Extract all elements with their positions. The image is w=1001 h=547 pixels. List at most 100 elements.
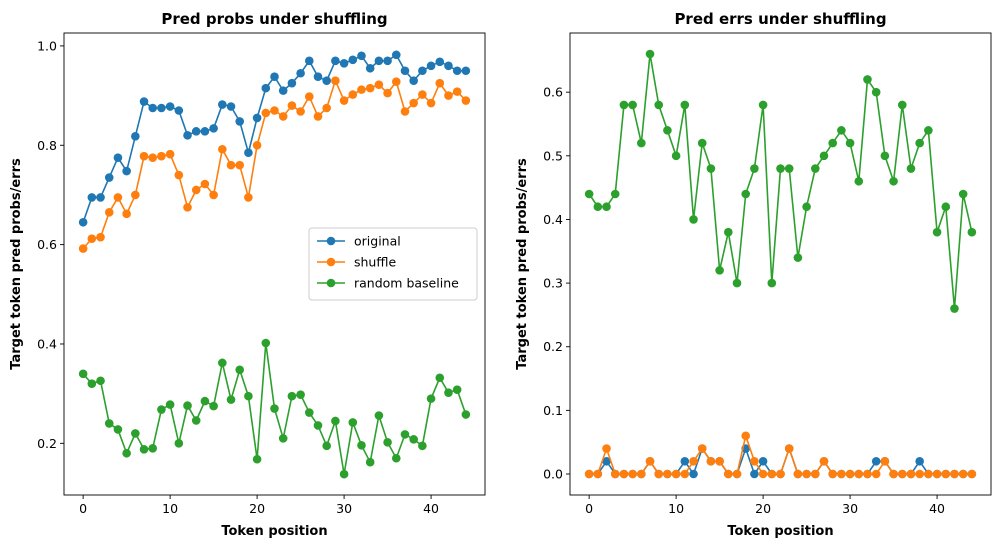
series-line-random-baseline (588, 53, 973, 309)
data-point-random-baseline (619, 100, 629, 110)
data-point-shuffle (758, 469, 768, 479)
data-point-shuffle (697, 444, 707, 453)
data-point-original (365, 63, 375, 73)
data-point-original (131, 132, 140, 141)
data-point-random-baseline (270, 404, 279, 413)
data-point-original (452, 66, 462, 76)
data-point-original (435, 57, 445, 67)
data-point-shuffle (252, 140, 262, 150)
data-point-shuffle (906, 469, 916, 479)
data-point-random-baseline (409, 435, 418, 444)
x-tick-label: 10 (668, 501, 684, 516)
data-point-shuffle (357, 85, 366, 94)
data-point-shuffle (828, 469, 837, 479)
y-tick-label: 0.6 (543, 85, 563, 100)
data-point-random-baseline (854, 176, 864, 186)
data-point-original (244, 148, 253, 158)
data-point-random-baseline (339, 469, 349, 479)
data-point-original (148, 103, 158, 113)
data-point-random-baseline (365, 457, 375, 467)
chart-pred-errs: Pred errs under shuffling 0 10 20 30 40 0.0 0.1… (515, 10, 992, 539)
data-point-shuffle (191, 185, 201, 195)
data-point-original (689, 469, 698, 479)
data-point-original (426, 61, 436, 71)
data-point-random-baseline (967, 227, 977, 237)
data-point-shuffle (784, 444, 794, 453)
data-point-random-baseline (287, 391, 297, 401)
data-point-original (915, 456, 924, 466)
data-point-original (209, 124, 218, 133)
data-point-random-baseline (400, 430, 410, 439)
data-point-shuffle (409, 98, 418, 108)
data-point-random-baseline (767, 278, 777, 288)
data-point-original (157, 103, 166, 113)
data-point-random-baseline (593, 202, 603, 212)
x-tick-label: 0 (79, 501, 87, 516)
data-point-random-baseline (880, 151, 890, 161)
data-point-random-baseline (322, 441, 331, 451)
data-point-shuffle (348, 90, 358, 99)
data-point-random-baseline (78, 369, 88, 379)
data-point-shuffle (244, 193, 253, 202)
data-point-shuffle (426, 98, 436, 108)
legend-marker-random-baseline (326, 278, 336, 288)
data-point-original (409, 76, 418, 85)
y-tick-label: 0.8 (37, 138, 57, 153)
data-point-random-baseline (915, 138, 924, 148)
data-point-random-baseline (793, 253, 803, 262)
data-point-shuffle (322, 103, 331, 113)
data-point-shuffle (122, 209, 131, 219)
data-point-original (218, 100, 227, 109)
data-point-random-baseline (304, 408, 314, 417)
data-point-random-baseline (776, 164, 785, 173)
data-point-shuffle (270, 106, 279, 115)
data-point-original (871, 456, 881, 466)
data-point-shuffle (628, 469, 637, 479)
data-point-random-baseline (87, 379, 97, 389)
data-point-random-baseline (113, 425, 123, 434)
data-point-shuffle (645, 456, 655, 466)
y-tick-label: 0.0 (543, 467, 563, 482)
data-point-original (235, 117, 245, 126)
data-point-original (602, 456, 611, 466)
data-point-original (383, 56, 392, 66)
data-point-shuffle (732, 469, 742, 479)
y-axis-label: Target token pred probs/errs (515, 158, 530, 370)
data-point-shuffle (619, 469, 629, 479)
data-point-random-baseline (418, 441, 427, 451)
x-tick-label: 20 (249, 501, 265, 516)
data-point-random-baseline (889, 176, 898, 186)
data-point-original (348, 55, 358, 65)
data-point-random-baseline (610, 189, 620, 199)
data-point-shuffle (131, 190, 140, 200)
data-point-shuffle (915, 469, 924, 479)
data-point-original (139, 97, 149, 106)
data-point-original (252, 113, 262, 123)
data-point-random-baseline (252, 454, 262, 464)
data-point-shuffle (78, 244, 88, 253)
series-line-shuffle (82, 78, 467, 250)
data-point-shuffle (391, 77, 401, 86)
data-point-random-baseline (871, 87, 881, 97)
data-point-original (261, 83, 271, 93)
data-point-shuffle (157, 151, 166, 161)
data-point-shuffle (374, 80, 384, 89)
data-point-shuffle (452, 87, 462, 96)
data-point-original (444, 61, 453, 71)
data-point-random-baseline (602, 202, 611, 212)
data-point-shuffle (383, 88, 392, 98)
legend-box (308, 227, 478, 301)
data-point-random-baseline (261, 338, 271, 348)
data-point-shuffle (200, 179, 210, 189)
data-point-original (331, 56, 340, 66)
x-tick-label: 40 (423, 501, 439, 516)
data-point-shuffle (819, 456, 829, 466)
data-point-shuffle (313, 112, 323, 121)
data-point-shuffle (958, 469, 968, 479)
data-point-original (287, 78, 297, 88)
data-point-original (758, 456, 768, 466)
data-point-shuffle (950, 469, 959, 479)
data-point-original (304, 56, 314, 66)
data-point-random-baseline (191, 416, 201, 425)
data-point-original (78, 217, 88, 227)
